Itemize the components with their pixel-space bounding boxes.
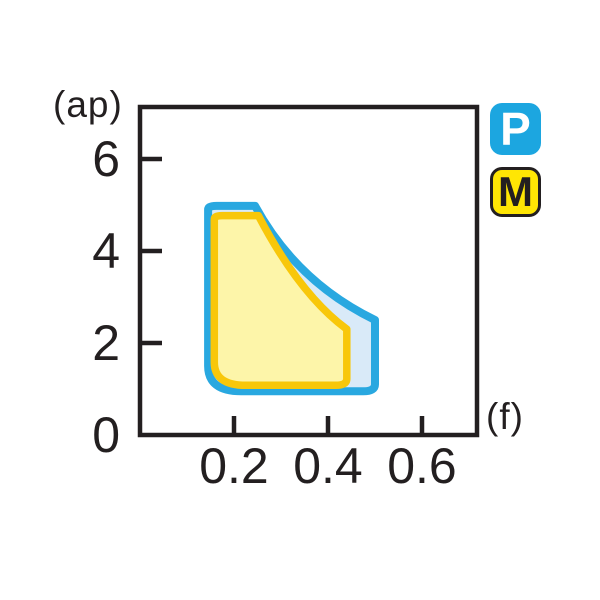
p-badge-letter: P	[500, 103, 531, 155]
x-tick-label-04: 0.4	[293, 438, 363, 494]
legend-badge-p: P	[490, 103, 541, 155]
plot-box	[137, 104, 480, 438]
y-tick-label-4: 4	[92, 223, 120, 279]
y-tick-label-6: 6	[92, 131, 120, 187]
y-tick-label-0: 0	[92, 407, 120, 463]
region-m	[210, 211, 351, 390]
legend-badge-m: M	[490, 167, 541, 217]
x-tick-label-06: 0.6	[387, 438, 457, 494]
x-axis-label: (f)	[486, 396, 524, 437]
y-axis-label: (ap)	[53, 84, 123, 125]
y-tick-label-2: 2	[92, 315, 120, 371]
m-badge-letter: M	[498, 168, 533, 215]
x-tick-label-02: 0.2	[199, 438, 269, 494]
